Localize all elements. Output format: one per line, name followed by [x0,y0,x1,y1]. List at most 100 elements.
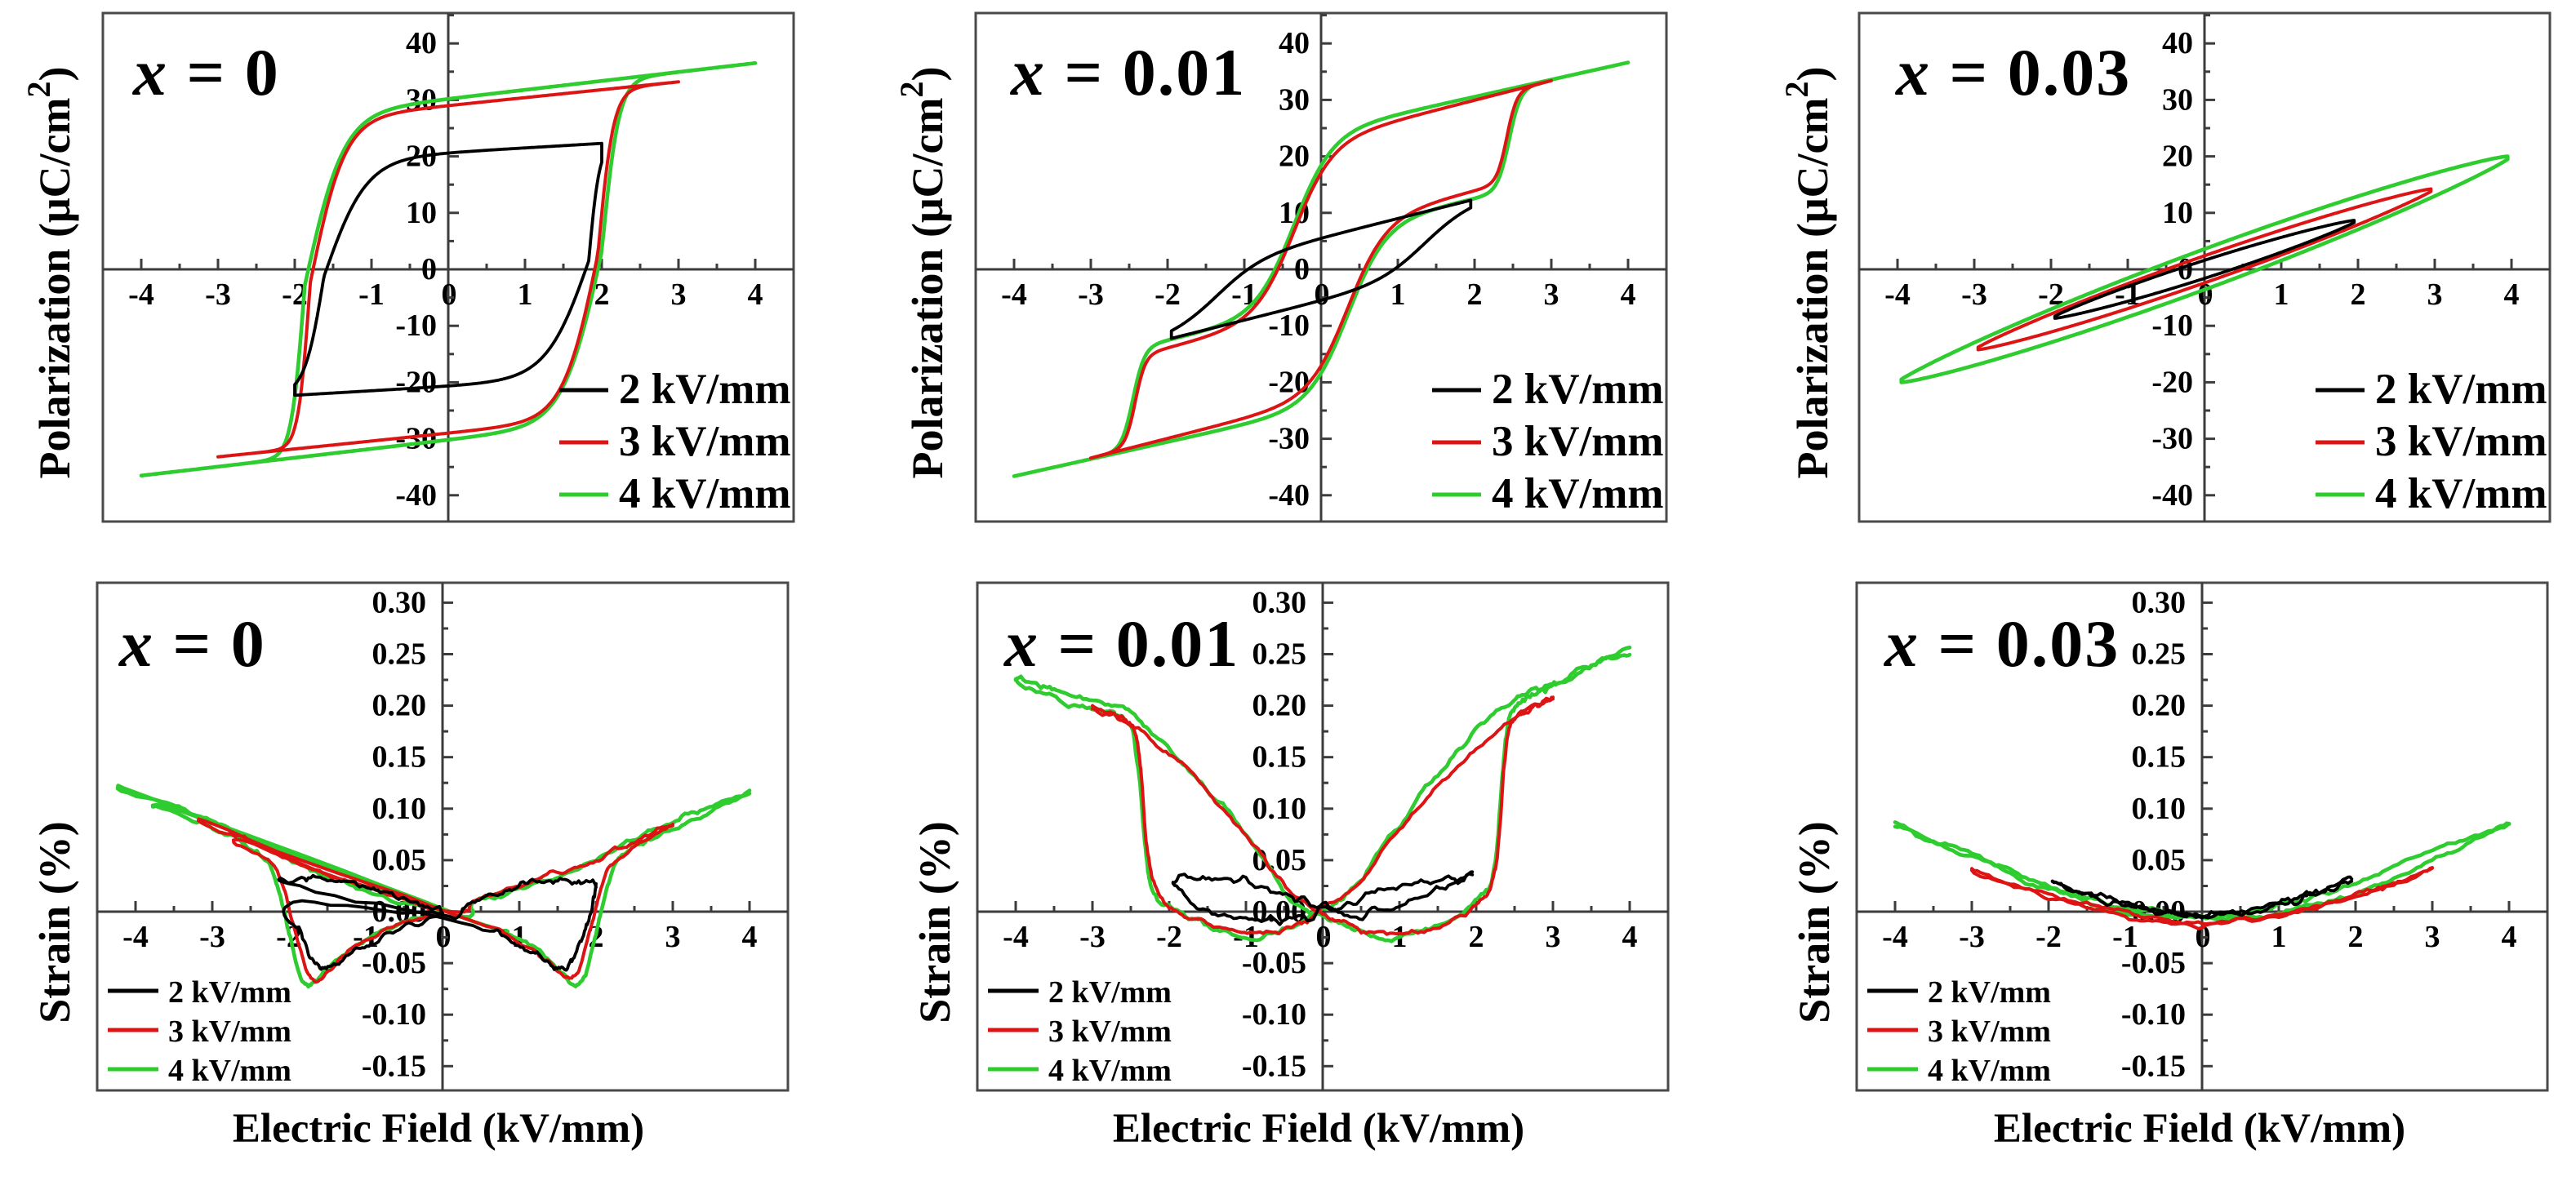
svg-text:2: 2 [1467,277,1483,312]
svg-text:0.25: 0.25 [372,637,427,672]
svg-text:-10: -10 [2151,309,2193,343]
svg-text:3 kV/mm: 3 kV/mm [2375,418,2547,465]
svg-text:10: 10 [406,196,437,230]
svg-text:Strain (%): Strain (%) [910,821,959,1023]
svg-text:0.10: 0.10 [1252,792,1307,826]
svg-text:Strain (%): Strain (%) [1790,821,1839,1023]
svg-text:-4: -4 [128,277,154,312]
svg-text:4: 4 [2502,920,2517,954]
svg-text:0: 0 [1315,277,1330,312]
svg-text:4: 4 [748,277,763,312]
svg-text:0.15: 0.15 [2132,740,2187,775]
svg-text:-0.15: -0.15 [2121,1049,2186,1083]
svg-text:2: 2 [1469,920,1484,954]
svg-text:-1: -1 [1231,277,1257,312]
svg-text:4 kV/mm: 4 kV/mm [1048,1054,1172,1088]
svg-text:2: 2 [594,277,610,312]
svg-text:x = 0: x = 0 [132,35,280,109]
svg-text:0.15: 0.15 [372,740,427,775]
svg-text:-2: -2 [1155,277,1181,312]
svg-text:x = 0.03: x = 0.03 [1895,35,2131,109]
svg-text:30: 30 [2162,82,2193,117]
svg-text:-0.10: -0.10 [2121,997,2186,1032]
svg-text:4 kV/mm: 4 kV/mm [168,1054,291,1088]
svg-text:x = 0.01: x = 0.01 [1010,35,1246,109]
svg-text:-0.15: -0.15 [1242,1049,1306,1083]
svg-text:-40: -40 [1268,478,1310,513]
svg-text:3: 3 [1546,920,1561,954]
svg-text:Polarization (μC/cm2): Polarization (μC/cm2) [1778,67,1837,479]
svg-text:-0.10: -0.10 [362,997,426,1032]
svg-text:2 kV/mm: 2 kV/mm [2375,366,2547,413]
svg-text:x = 0.01: x = 0.01 [1003,606,1239,681]
svg-text:1: 1 [518,277,533,312]
svg-text:0: 0 [1294,252,1310,286]
svg-text:0.25: 0.25 [2132,637,2187,672]
svg-text:-3: -3 [1961,277,1987,312]
svg-text:0: 0 [442,277,457,312]
svg-text:-4: -4 [122,920,149,954]
svg-text:Electric Field (kV/mm): Electric Field (kV/mm) [1994,1106,2405,1152]
svg-text:4: 4 [1621,277,1636,312]
svg-text:-4: -4 [1001,277,1027,312]
svg-text:1: 1 [1390,277,1406,312]
svg-text:Electric Field (kV/mm): Electric Field (kV/mm) [233,1106,644,1152]
svg-text:0: 0 [421,252,437,286]
svg-text:3: 3 [1544,277,1559,312]
svg-text:1: 1 [2274,277,2289,312]
svg-text:0.20: 0.20 [1252,689,1307,723]
svg-text:-40: -40 [2151,478,2193,513]
svg-text:0.15: 0.15 [1252,740,1307,775]
svg-text:0.05: 0.05 [1252,843,1307,877]
svg-text:4: 4 [1622,920,1638,954]
svg-text:-40: -40 [395,478,437,513]
svg-text:2 kV/mm: 2 kV/mm [619,366,791,413]
svg-text:10: 10 [2162,196,2193,230]
svg-text:2 kV/mm: 2 kV/mm [168,975,291,1010]
svg-text:4 kV/mm: 4 kV/mm [619,470,791,517]
svg-text:0.05: 0.05 [2132,843,2187,877]
svg-text:-3: -3 [1078,277,1104,312]
svg-text:-0.05: -0.05 [1242,946,1306,980]
svg-text:Polarization (μC/cm2): Polarization (μC/cm2) [893,67,952,479]
svg-text:-0.05: -0.05 [2121,946,2186,980]
svg-text:2 kV/mm: 2 kV/mm [1048,975,1172,1010]
svg-text:0.05: 0.05 [372,843,427,877]
svg-text:0.25: 0.25 [1252,637,1307,672]
svg-text:4: 4 [2504,277,2520,312]
svg-text:-10: -10 [1268,309,1310,343]
svg-text:-0.05: -0.05 [362,946,426,980]
svg-text:2 kV/mm: 2 kV/mm [1928,975,2051,1010]
svg-text:40: 40 [1279,26,1310,60]
svg-text:3: 3 [2425,920,2440,954]
svg-text:-3: -3 [1959,920,1985,954]
svg-text:0.30: 0.30 [1252,585,1307,619]
svg-text:3 kV/mm: 3 kV/mm [619,418,791,465]
svg-text:-2: -2 [2035,920,2062,954]
svg-text:-3: -3 [1079,920,1106,954]
svg-text:3 kV/mm: 3 kV/mm [168,1015,291,1049]
svg-text:-30: -30 [2151,422,2193,456]
svg-text:3 kV/mm: 3 kV/mm [1928,1015,2051,1049]
svg-text:0.20: 0.20 [372,689,427,723]
svg-text:3 kV/mm: 3 kV/mm [1048,1015,1172,1049]
svg-text:20: 20 [1279,140,1310,174]
svg-text:-10: -10 [395,309,437,343]
svg-text:-3: -3 [199,920,225,954]
svg-text:4: 4 [742,920,758,954]
svg-text:-3: -3 [205,277,231,312]
svg-text:30: 30 [1279,82,1310,117]
svg-text:40: 40 [406,26,437,60]
svg-text:Electric Field (kV/mm): Electric Field (kV/mm) [1113,1106,1524,1152]
svg-text:-1: -1 [358,277,385,312]
svg-text:-2: -2 [1156,920,1182,954]
svg-text:0.20: 0.20 [2132,689,2187,723]
svg-text:3 kV/mm: 3 kV/mm [1492,418,1664,465]
svg-text:0.10: 0.10 [2132,792,2187,826]
svg-text:-0.15: -0.15 [362,1049,426,1083]
svg-text:4 kV/mm: 4 kV/mm [2375,470,2547,517]
svg-text:3: 3 [665,920,681,954]
svg-text:Polarization (μC/cm2): Polarization (μC/cm2) [20,67,79,479]
svg-text:4 kV/mm: 4 kV/mm [1928,1054,2051,1088]
svg-text:2: 2 [2348,920,2364,954]
